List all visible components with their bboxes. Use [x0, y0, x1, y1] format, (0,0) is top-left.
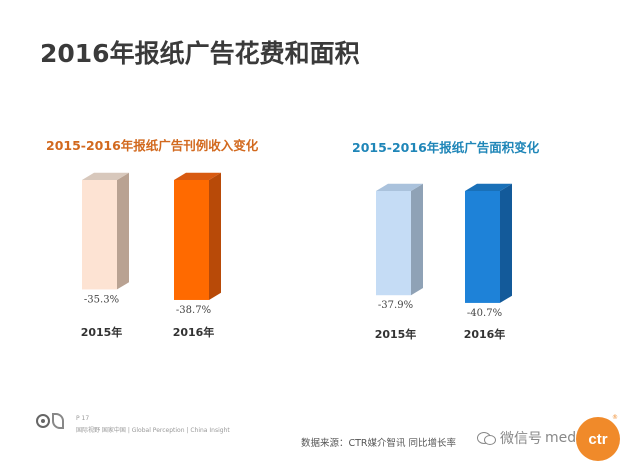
value-label-0-1: -38.7% — [176, 305, 211, 316]
source-note: 数据来源：CTR媒介智讯 同比增长率 — [301, 438, 457, 449]
footer-tagline: 国际视野 国家中国 | Global Perception | China In… — [76, 427, 230, 434]
bar-1-0 — [376, 191, 411, 296]
footer-branding: P 17 国际视野 国家中国 | Global Perception | Chi… — [36, 408, 230, 434]
category-label-0-1: 2016年 — [173, 325, 215, 339]
bar-side-1-1 — [500, 183, 512, 303]
chart-title-area: 2015-2016年报纸广告面积变化 — [352, 140, 540, 155]
page-number: P 17 — [76, 415, 90, 422]
footer-logo-icon — [36, 408, 72, 434]
value-label-1-0: -37.9% — [378, 300, 413, 311]
bar-side-1-0 — [411, 183, 423, 296]
bar-top-1-1 — [465, 183, 512, 191]
watermark-text: 微信号 — [500, 431, 542, 447]
bar-1-1 — [465, 191, 500, 303]
chart-title-revenue: 2015-2016年报纸广告刊例收入变化 — [46, 138, 259, 153]
bar-0-1 — [174, 180, 209, 300]
value-label-0-0: -35.3% — [84, 294, 119, 305]
bar-side-0-1 — [209, 172, 221, 300]
ctr-logo-icon: ctr — [576, 417, 620, 461]
bar-top-0-0 — [82, 172, 129, 180]
value-label-1-1: -40.7% — [467, 308, 502, 319]
category-label-1-1: 2016年 — [464, 327, 506, 341]
bar-side-0-0 — [117, 172, 129, 290]
page-title: 2016年报纸广告花费和面积 — [40, 39, 360, 68]
bar-top-0-1 — [174, 172, 221, 180]
wechat-watermark: 微信号 medium — [477, 428, 603, 448]
bar-top-1-0 — [376, 183, 423, 191]
category-label-1-0: 2015年 — [375, 327, 417, 341]
registered-mark-icon: ® — [612, 414, 618, 421]
bar-0-0 — [82, 180, 117, 290]
wechat-icon — [477, 430, 497, 446]
category-label-0-0: 2015年 — [81, 325, 123, 339]
